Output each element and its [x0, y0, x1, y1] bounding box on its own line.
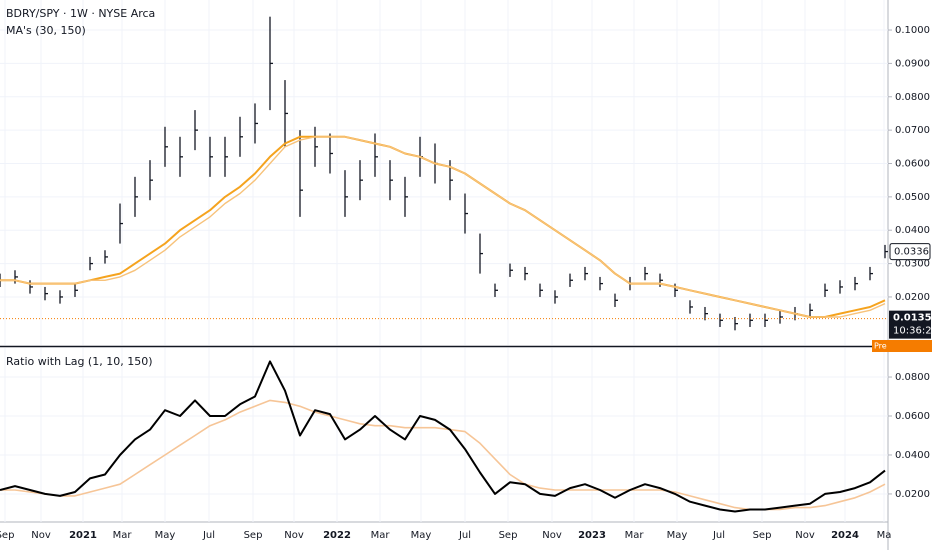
- x-tick-label: Jul: [202, 530, 215, 541]
- x-tick-label: Sep: [499, 530, 518, 541]
- y-tick-label: 0.0400: [895, 450, 930, 461]
- y-tick-label: 0.0700: [895, 125, 930, 136]
- y-tick-label: 0.1000: [895, 25, 930, 36]
- x-tick-label: May: [155, 530, 176, 541]
- series-line: [0, 360, 886, 513]
- x-tick-label: Mar: [625, 530, 645, 541]
- x-tick-label: Jul: [458, 530, 471, 541]
- x-tick-label: 2024: [831, 530, 859, 541]
- price-label: 0.0135: [893, 313, 932, 324]
- last-price-box: [889, 243, 931, 261]
- x-tick-label: Mar: [113, 530, 133, 541]
- last-price: 0.0336: [894, 247, 929, 258]
- y-tick-label: 0.0600: [895, 411, 930, 422]
- x-tick-label: 2023: [578, 530, 606, 541]
- x-tick-label: Sep: [753, 530, 772, 541]
- price-time: 10:36:23: [893, 326, 932, 337]
- series-line: [0, 399, 886, 511]
- x-tick-label: Nov: [795, 530, 815, 541]
- pane-subtitle: MA's (30, 150): [6, 24, 86, 37]
- x-tick-label: Nov: [284, 530, 304, 541]
- y-tick-label: 0.0500: [895, 192, 930, 203]
- x-tick-label: May: [667, 530, 688, 541]
- pane-title: Ratio with Lag (1, 10, 150): [6, 355, 152, 368]
- y-tick-label: 0.0200: [895, 489, 930, 500]
- x-tick-label: Nov: [542, 530, 562, 541]
- series-line: [0, 136, 886, 318]
- x-tick-label: Sep: [0, 530, 14, 541]
- y-tick-label: 0.0600: [895, 158, 930, 169]
- x-tick-label: Nov: [31, 530, 51, 541]
- x-tick-label: Jul: [712, 530, 725, 541]
- x-tick-label: Ma: [877, 530, 892, 541]
- x-tick-label: Sep: [244, 530, 263, 541]
- y-tick-label: 0.0900: [895, 58, 930, 69]
- y-tick-label: 0.0400: [895, 225, 930, 236]
- x-tick-label: Mar: [371, 530, 391, 541]
- y-tick-label: 0.0800: [895, 92, 930, 103]
- x-tick-label: 2022: [323, 530, 351, 541]
- x-tick-label: 2021: [69, 530, 97, 541]
- pre-box: [872, 340, 932, 352]
- y-tick-label: 0.0300: [895, 259, 930, 270]
- pane-title: BDRY/SPY · 1W · NYSE Arca: [6, 7, 155, 20]
- y-tick-label: 0.0800: [895, 372, 930, 383]
- price-label-box: [889, 310, 931, 339]
- pre-tag: Pre: [874, 342, 887, 351]
- x-tick-label: May: [411, 530, 432, 541]
- y-tick-label: 0.0200: [895, 292, 930, 303]
